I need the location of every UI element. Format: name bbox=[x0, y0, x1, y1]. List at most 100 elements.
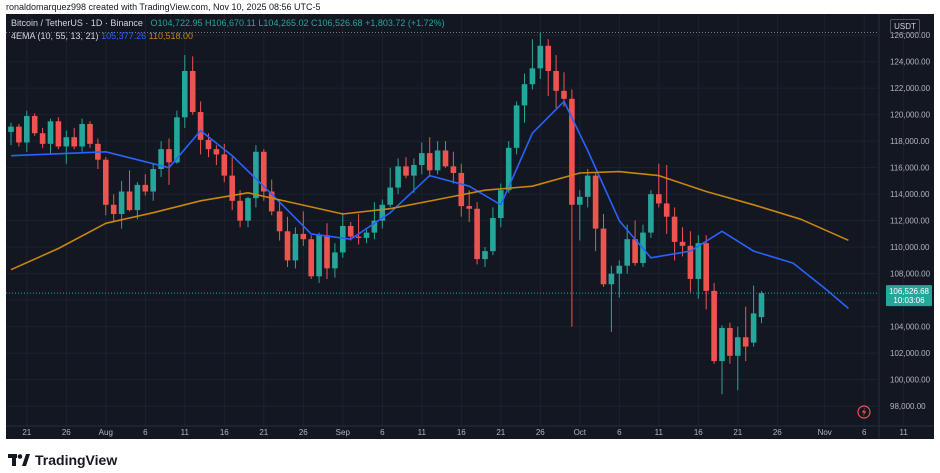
candle-body bbox=[521, 84, 528, 106]
time-tick-label: 16 bbox=[694, 428, 703, 437]
candle-body bbox=[616, 265, 623, 274]
time-tick-label: 26 bbox=[773, 428, 782, 437]
time-tick-label: 21 bbox=[496, 428, 505, 437]
candle-body bbox=[711, 290, 717, 362]
candle-body bbox=[347, 225, 354, 237]
change-value: +1,803.72 (+1.72%) bbox=[365, 18, 445, 28]
candle-body bbox=[577, 196, 583, 205]
candle-body bbox=[174, 117, 180, 163]
chart-area[interactable]: 98,000.00 100,000.00 102,000.00 104,000.00 1… bbox=[6, 14, 934, 439]
symbol-title: Bitcoin / TetherUS · 1D · Binance bbox=[11, 18, 143, 28]
candle-body bbox=[110, 204, 117, 215]
candle-body bbox=[513, 105, 520, 148]
price-tick-label: 110,000.00 bbox=[890, 243, 930, 252]
ema-slow-value: 110,518.00 bbox=[148, 31, 194, 41]
candle-body bbox=[466, 206, 472, 209]
candle-body bbox=[537, 45, 544, 69]
time-tick-label: 26 bbox=[62, 428, 71, 437]
candle-body bbox=[229, 175, 235, 201]
candle-body bbox=[529, 68, 536, 85]
candle-body bbox=[197, 112, 204, 140]
candle-body bbox=[395, 166, 401, 188]
candle-body bbox=[687, 245, 694, 279]
price-tick-label: 118,000.00 bbox=[890, 137, 930, 146]
candle-body bbox=[134, 184, 141, 211]
time-tick-label: 11 bbox=[181, 428, 190, 437]
time-tick-label: 6 bbox=[862, 428, 867, 437]
candle-body bbox=[758, 293, 765, 318]
candle-body bbox=[426, 153, 433, 171]
candle-body bbox=[735, 337, 741, 356]
price-tick-label: 114,000.00 bbox=[890, 190, 930, 199]
candle-body bbox=[624, 239, 630, 266]
time-tick-label: 16 bbox=[220, 428, 229, 437]
footer-brand: TradingView bbox=[35, 452, 118, 468]
candle-body bbox=[695, 243, 702, 279]
candle-body bbox=[411, 165, 417, 176]
candle-body bbox=[253, 151, 259, 199]
candle-body bbox=[450, 166, 457, 173]
time-tick-label: Nov bbox=[818, 428, 832, 437]
candle-body bbox=[126, 191, 133, 211]
candle-body bbox=[79, 123, 85, 147]
candle-body bbox=[632, 239, 638, 264]
candle-body bbox=[553, 70, 559, 91]
time-tick-label: 16 bbox=[457, 428, 466, 437]
candle-body bbox=[679, 241, 686, 246]
time-tick-label: 21 bbox=[259, 428, 268, 437]
price-tick-label: 124,000.00 bbox=[890, 58, 931, 67]
candle-body bbox=[213, 149, 220, 155]
candle-body bbox=[387, 187, 393, 205]
time-tick-label: 21 bbox=[22, 428, 31, 437]
candle-body bbox=[403, 166, 409, 176]
candle-body bbox=[561, 90, 567, 99]
candle-body bbox=[245, 198, 251, 221]
candle-body bbox=[379, 204, 386, 221]
price-tick-label: 122,000.00 bbox=[890, 84, 931, 93]
lightning-icon[interactable] bbox=[857, 405, 871, 419]
candle-body bbox=[656, 194, 662, 204]
candle-body bbox=[71, 137, 77, 147]
candle-body bbox=[458, 172, 465, 207]
candle-body bbox=[703, 243, 709, 291]
candle-body bbox=[505, 147, 512, 191]
candle-body bbox=[727, 327, 733, 356]
candle-body bbox=[584, 175, 591, 197]
price-tick-label: 120,000.00 bbox=[890, 111, 931, 120]
candle-body bbox=[419, 153, 425, 166]
ema-fast-line bbox=[10, 100, 849, 310]
close-value: C106,526.68 bbox=[311, 18, 363, 28]
candle-body bbox=[308, 239, 314, 277]
candle-body bbox=[103, 159, 109, 205]
candle-body bbox=[742, 337, 749, 347]
candle-body bbox=[24, 116, 30, 143]
time-tick-label: 6 bbox=[617, 428, 622, 437]
candle-body bbox=[166, 149, 172, 163]
candle-body bbox=[39, 133, 46, 144]
candle-body bbox=[340, 225, 346, 253]
time-tick-label: 11 bbox=[655, 428, 664, 437]
high-value: H106,670.11 bbox=[205, 18, 256, 28]
candle-body bbox=[292, 233, 299, 261]
candle-body bbox=[87, 123, 93, 144]
price-tick-label: 100,000.00 bbox=[890, 376, 931, 385]
candle-body bbox=[158, 149, 164, 169]
time-tick-label: Oct bbox=[574, 428, 587, 437]
symbol-legend: Bitcoin / TetherUS · 1D · Binance O104,7… bbox=[11, 18, 445, 28]
indicator-legend[interactable]: 4EMA (10, 55, 13, 21) 105,377.26 110,518… bbox=[11, 31, 193, 41]
candle-body bbox=[474, 208, 480, 260]
currency-button[interactable]: USDT bbox=[890, 19, 920, 34]
candle-body bbox=[47, 121, 54, 144]
candle-body bbox=[316, 235, 322, 277]
price-tick-label: 98,000.00 bbox=[890, 402, 926, 411]
candle-body bbox=[118, 191, 125, 215]
candle-body bbox=[545, 45, 551, 71]
candle-body bbox=[8, 126, 14, 132]
tradingview-logo[interactable]: TradingView bbox=[8, 452, 117, 468]
ema-fast-value: 105,377.26 bbox=[101, 31, 147, 41]
time-tick-label: 11 bbox=[418, 428, 427, 437]
candle-body bbox=[671, 216, 678, 242]
price-chart[interactable]: 98,000.00 100,000.00 102,000.00 104,000.00 1… bbox=[6, 14, 934, 439]
candle-countdown: 10:03:06 bbox=[893, 296, 925, 305]
tradingview-logo-icon bbox=[8, 453, 30, 466]
